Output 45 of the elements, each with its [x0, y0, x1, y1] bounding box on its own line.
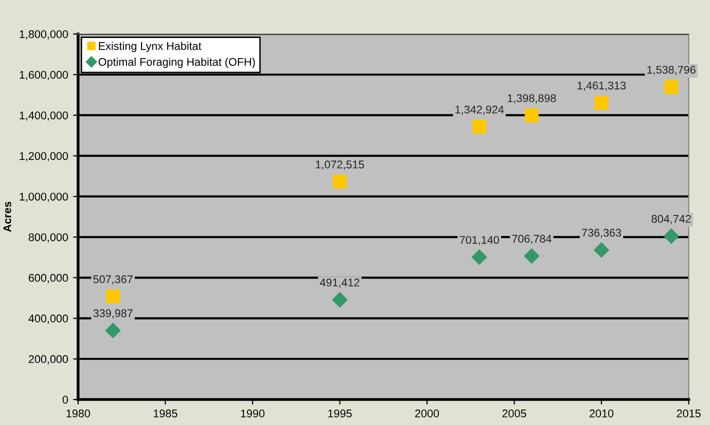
y-tick-label: 1,000,000	[20, 192, 68, 202]
y-tick-label: 1,800,000	[20, 30, 68, 40]
point	[106, 290, 120, 304]
data-label: 706,784	[512, 234, 552, 244]
data-label: 1,072,515	[316, 160, 364, 170]
data-label: 1,398,898	[508, 94, 556, 104]
data-label: 804,742	[652, 214, 691, 224]
point	[664, 228, 679, 244]
data-label: 339,987	[93, 309, 133, 318]
data-label: 1,342,924	[455, 106, 504, 115]
data-label: 507,367	[93, 275, 133, 284]
point	[332, 174, 347, 189]
y-axis-title: Acres	[3, 202, 12, 232]
y-tick-label: 0	[62, 396, 68, 404]
y-tick-label: 1,400,000	[20, 111, 68, 121]
point	[332, 292, 348, 308]
data-label: 736,363	[582, 228, 622, 238]
x-tick-label: 2010	[590, 410, 614, 418]
x-tick-label: 1985	[154, 410, 178, 418]
legend-label: Existing Lynx Habitat	[99, 42, 202, 52]
point	[472, 120, 486, 134]
point	[594, 242, 610, 258]
point	[105, 322, 121, 338]
data-label: 1,461,313	[578, 82, 626, 91]
y-tick-label: 600,000	[28, 274, 68, 284]
data-label: 1,538,796	[647, 66, 696, 76]
y-tick-label: 800,000	[28, 233, 68, 243]
x-tick-label: 2000	[415, 410, 439, 418]
point	[472, 250, 487, 265]
y-tick-label: 1,200,000	[20, 152, 68, 162]
point	[524, 248, 540, 264]
y-tick-label: 200,000	[28, 355, 68, 364]
data-label: 491,412	[320, 278, 360, 288]
x-tick-label: 1990	[241, 410, 264, 418]
y-tick-label: 1,600,000	[20, 70, 68, 80]
x-tick-label: 1980	[66, 410, 90, 418]
y-tick-label: 400,000	[28, 314, 68, 324]
data-label: 701,140	[460, 236, 499, 246]
legend-label: Optimal Foraging Habitat (OFH)	[98, 58, 255, 68]
point	[664, 80, 678, 94]
x-tick-label: 2015	[676, 410, 701, 418]
point	[594, 96, 608, 110]
x-tick-label: 1995	[328, 410, 352, 418]
point	[524, 108, 539, 122]
x-tick-label: 2005	[502, 410, 526, 418]
